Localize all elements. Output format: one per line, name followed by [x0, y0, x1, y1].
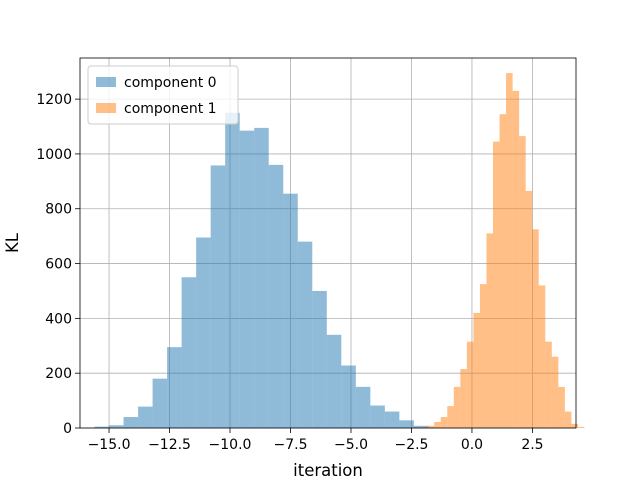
legend: component 0 component 1 — [87, 65, 239, 125]
histogram-bars — [94, 73, 585, 429]
x-tick-label: −2.5 — [394, 437, 428, 453]
x-axis-label: iteration — [293, 461, 363, 480]
bar-series-0-bin-7 — [196, 237, 211, 428]
y-axis-label: KL — [3, 232, 22, 253]
x-tick-label: −10.0 — [209, 437, 252, 453]
bar-series-0-bin-13 — [283, 193, 298, 428]
bar-series-0-bin-4 — [152, 378, 168, 428]
legend-label: component 0 — [124, 75, 217, 91]
bar-series-1-bin-17 — [532, 229, 539, 428]
y-axis-ticks: 0 200 400 600 800 1000 1200 — [36, 92, 80, 437]
y-tick-label: 0 — [63, 421, 72, 437]
bar-series-1-bin-24 — [577, 426, 585, 428]
bar-series-1-bin-2 — [434, 421, 441, 428]
bar-series-0-bin-11 — [254, 127, 269, 428]
x-tick-label: −5.0 — [334, 437, 368, 453]
bar-series-1-bin-7 — [466, 341, 474, 428]
bar-series-1-bin-0 — [421, 427, 428, 428]
bar-series-0-bin-16 — [326, 334, 342, 428]
bar-series-1-bin-9 — [479, 284, 487, 428]
bar-series-0-bin-14 — [297, 241, 313, 428]
x-tick-label: −12.5 — [148, 437, 191, 453]
y-tick-label: 800 — [45, 202, 72, 218]
bar-series-0-bin-15 — [312, 290, 327, 428]
bar-series-1-bin-13 — [506, 73, 513, 429]
y-tick-label: 1200 — [36, 92, 72, 108]
bar-series-0-bin-22 — [413, 425, 429, 428]
bar-series-1-bin-3 — [440, 417, 448, 428]
bar-series-0-bin-1 — [109, 425, 124, 428]
bar-series-1-bin-20 — [551, 356, 559, 428]
y-tick-label: 600 — [45, 257, 72, 273]
bar-series-0-bin-0 — [94, 426, 110, 428]
bar-series-1-bin-15 — [519, 136, 526, 428]
bar-series-0-bin-10 — [239, 130, 255, 428]
bar-series-0-bin-9 — [225, 112, 240, 428]
bar-series-0-bin-20 — [384, 411, 400, 428]
bar-series-1-bin-5 — [453, 386, 461, 428]
bar-series-0-bin-2 — [123, 417, 139, 428]
legend-label: component 1 — [124, 101, 217, 117]
bar-series-0-bin-8 — [210, 165, 226, 428]
bar-series-0-bin-21 — [399, 420, 414, 428]
bar-series-0-bin-5 — [167, 347, 182, 428]
x-axis-ticks: −15.0 −12.5 −10.0 −7.5 −5.0 −2.5 0.0 2.5 — [88, 428, 544, 453]
bar-series-0-bin-17 — [341, 365, 356, 428]
bar-series-1-bin-11 — [493, 141, 500, 428]
bar-series-1-bin-10 — [486, 233, 494, 428]
legend-swatch — [96, 77, 116, 87]
bar-series-1-bin-22 — [564, 411, 572, 428]
bar-series-1-bin-12 — [499, 114, 507, 429]
bar-series-0-bin-19 — [370, 405, 385, 428]
y-tick-label: 200 — [45, 366, 72, 382]
bar-series-1-bin-6 — [460, 369, 467, 428]
bar-series-1-bin-18 — [538, 285, 546, 428]
y-tick-label: 1000 — [36, 147, 72, 163]
bar-series-0-bin-3 — [138, 406, 153, 428]
x-tick-label: −7.5 — [273, 437, 307, 453]
bar-series-1-bin-1 — [427, 425, 435, 428]
x-tick-label: 2.5 — [521, 437, 543, 453]
x-tick-label: −15.0 — [88, 437, 131, 453]
bar-series-0-bin-18 — [355, 386, 371, 428]
legend-swatch — [96, 103, 116, 113]
bar-series-1-bin-4 — [447, 406, 454, 428]
x-tick-label: 0.0 — [461, 437, 483, 453]
bar-series-1-bin-19 — [545, 341, 552, 428]
y-tick-label: 400 — [45, 311, 72, 327]
bar-series-0-bin-12 — [268, 164, 284, 428]
bar-series-1-bin-8 — [473, 312, 480, 428]
bar-series-0-bin-6 — [181, 277, 197, 428]
bar-series-1-bin-16 — [525, 190, 533, 428]
plot-frame — [79, 57, 577, 429]
legend-box — [87, 65, 239, 125]
bar-series-1-bin-14 — [512, 90, 520, 428]
bar-series-1-bin-21 — [558, 386, 565, 428]
bar-series-1-bin-23 — [571, 423, 578, 428]
